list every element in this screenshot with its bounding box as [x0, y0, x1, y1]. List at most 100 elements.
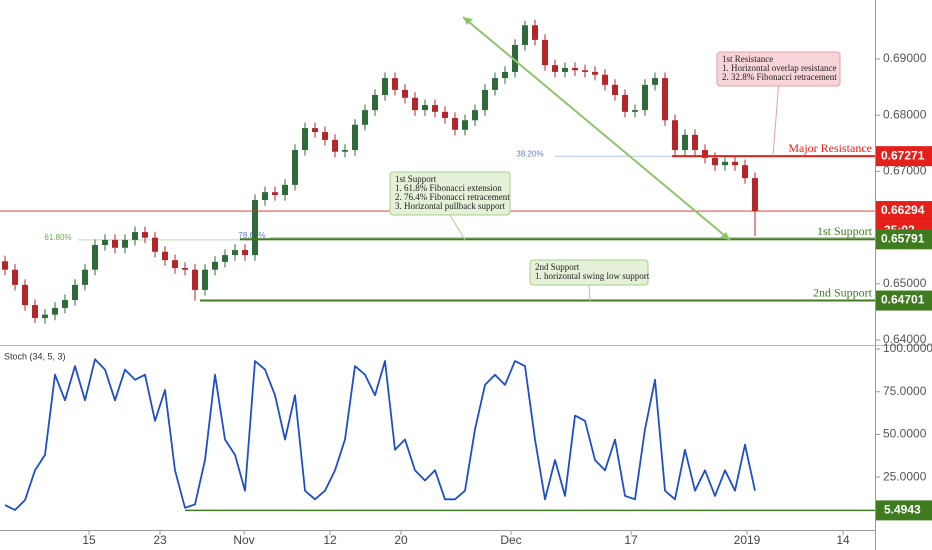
value-tag-label: 5.4943 — [884, 503, 921, 517]
candle-body — [282, 184, 288, 195]
callout-title: 1st Resistance — [722, 54, 773, 64]
candle-body — [92, 244, 98, 270]
candle-body — [502, 71, 508, 79]
candle-body — [552, 65, 558, 72]
candle-body — [142, 232, 148, 238]
callout-box — [529, 259, 649, 286]
x-tick-label: 2019 — [734, 533, 761, 547]
candle-body — [732, 161, 738, 166]
candle-body — [162, 251, 168, 261]
candle-body — [232, 250, 238, 256]
x-tick-label: 20 — [394, 533, 408, 547]
stoch-line — [4, 358, 756, 511]
x-tick-label: 15 — [82, 533, 96, 547]
candle-body — [652, 78, 658, 85]
candle-body — [422, 105, 428, 111]
candle-body — [542, 39, 548, 66]
candle-body — [532, 25, 538, 40]
candle-body — [582, 70, 588, 72]
candle-body — [622, 94, 628, 112]
candle-body — [102, 239, 108, 245]
indicator-title: Stoch (34, 5, 3) — [4, 351, 66, 361]
candle-body — [62, 300, 68, 308]
candle-body — [372, 94, 378, 111]
candle-body — [472, 110, 478, 121]
candle-body — [312, 128, 318, 133]
candle-body — [352, 124, 358, 151]
candle-body — [722, 161, 728, 166]
value-tag — [876, 500, 932, 521]
candle-body — [322, 132, 328, 140]
callout-line: 1. horizontal swing low support — [535, 271, 650, 281]
candle-body — [242, 250, 248, 256]
candle-body — [662, 78, 668, 121]
candle-body — [602, 74, 608, 85]
candle-body — [72, 284, 78, 301]
candle-body — [252, 200, 258, 256]
price-tag-label: 0.67271 — [881, 148, 925, 162]
x-tick-label: 12 — [323, 533, 337, 547]
candle-body — [382, 78, 388, 95]
y-tick-label: 75.0000 — [883, 384, 927, 398]
callout-line: 3. Horizontal pullback support — [395, 201, 505, 211]
candle-body — [482, 89, 488, 111]
candle-body — [2, 261, 8, 270]
candle-body — [412, 97, 418, 111]
price-tag-label: 0.65791 — [881, 231, 925, 245]
candle-body — [712, 157, 718, 166]
callout-line: 1. Horizontal overlap resistance — [722, 63, 836, 73]
x-tick-label: 23 — [153, 533, 167, 547]
y-tick-label: 0.69000 — [883, 51, 927, 65]
candle-body — [642, 84, 648, 111]
candle-body — [302, 128, 308, 151]
candle-body — [272, 192, 278, 195]
candle-body — [262, 192, 268, 201]
fib-label: 61.80% — [44, 233, 71, 242]
candle-body — [112, 239, 118, 248]
x-tick-label: 14 — [836, 533, 850, 547]
x-tick-label: Nov — [233, 533, 254, 547]
plot: 15 23 Nov 12 20 Dec 17 2019 14 0.64000 0.65000 0.67… — [0, 19, 932, 547]
y-tick-label: 0.67000 — [883, 164, 927, 178]
candle-body — [362, 110, 368, 125]
level-name: 1st Support — [817, 224, 873, 238]
callout-pointer — [588, 284, 591, 303]
callout-line: 2. 32.8% Fibonacci retracement — [722, 72, 837, 82]
candle-body — [12, 269, 18, 285]
candle-body — [402, 89, 408, 98]
candle-body — [442, 111, 448, 118]
candle-body — [512, 44, 518, 72]
candle-body — [562, 67, 568, 72]
price-tag-label: 0.66294 — [881, 203, 925, 217]
candle-body — [392, 78, 398, 90]
price-tag — [876, 229, 932, 250]
candle-body — [692, 134, 698, 151]
candle-body — [632, 110, 638, 112]
callout-line: 1. 61.8% Fibonacci extension — [395, 183, 502, 193]
y-tick-label: 0.68000 — [883, 107, 927, 121]
callout-title: 2nd Support — [535, 262, 580, 272]
callout-pointer — [449, 214, 466, 241]
callout-pointer — [772, 85, 779, 157]
price-tag — [876, 201, 932, 222]
candle-body — [432, 105, 438, 112]
level-name: 2nd Support — [813, 285, 873, 299]
callout-title: 1st Support — [395, 174, 437, 184]
candle-body — [682, 134, 688, 151]
candle-body — [32, 305, 38, 319]
candle-body — [212, 261, 218, 270]
candle-body — [742, 165, 748, 179]
candle-body — [462, 120, 468, 130]
candle-body — [222, 255, 228, 262]
candle-body — [52, 307, 58, 315]
candle-body — [292, 150, 298, 185]
price-tag — [876, 290, 932, 311]
callout-box — [716, 51, 841, 87]
candle-body — [592, 71, 598, 75]
candle-body — [342, 150, 348, 152]
y-tick-label: 100.0000 — [883, 341, 932, 355]
y-tick-label: 0.65000 — [883, 276, 927, 290]
